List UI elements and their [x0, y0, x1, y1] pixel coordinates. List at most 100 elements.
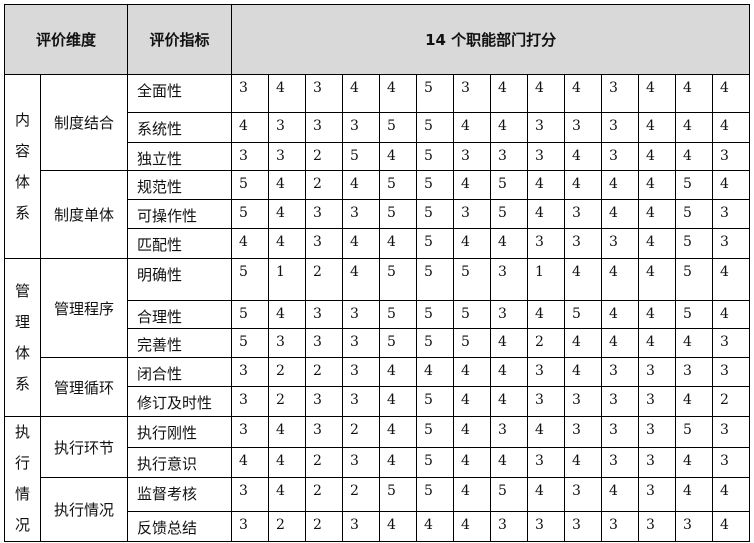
table-row: 执行情况 执行环节 执行刚性 3 4 3 2 4 5 4 3 4 3 3 3 5 3 — [4, 416, 751, 542]
score-cell: 3 — [453, 142, 492, 171]
table-row: 反馈总结 3 2 2 3 4 4 4 3 3 3 3 3 3 4 — [5, 511, 751, 542]
score-cell: 3 — [638, 477, 677, 512]
score-cell: 4 — [712, 511, 751, 542]
table-row: 合理性 5 4 3 3 5 5 5 3 4 5 4 4 5 4 — [5, 300, 751, 329]
score-cell: 4 — [527, 74, 566, 113]
score-cell: 5 — [416, 300, 455, 329]
score-cell: 3 — [342, 386, 381, 417]
indicator-cell: 反馈总结 — [127, 511, 233, 542]
score-cell: 2 — [305, 142, 344, 171]
score-cell: 4 — [675, 142, 714, 171]
score-cell: 4 — [490, 386, 529, 417]
score-cell: 4 — [638, 74, 677, 113]
score-cell: 3 — [564, 386, 603, 417]
score-cell: 4 — [453, 477, 492, 512]
score-cell: 3 — [601, 386, 640, 417]
score-cell: 4 — [379, 511, 418, 542]
score-cell: 5 — [416, 447, 455, 478]
score-cell: 5 — [231, 258, 270, 301]
score-cell: 4 — [268, 199, 307, 229]
score-cell: 5 — [675, 199, 714, 229]
score-cell: 3 — [231, 386, 270, 417]
score-cell: 3 — [638, 357, 677, 387]
score-cell: 4 — [712, 300, 751, 329]
score-cell: 5 — [379, 300, 418, 329]
score-cell: 3 — [342, 357, 381, 387]
score-cell: 3 — [712, 416, 751, 448]
score-cell: 5 — [416, 228, 455, 259]
score-cell: 5 — [416, 170, 455, 200]
score-cell: 3 — [638, 511, 677, 542]
table-row: 执行情况 监督考核 3 4 2 2 5 5 4 5 4 3 4 3 4 4 — [5, 477, 751, 542]
score-cell: 2 — [268, 357, 307, 387]
indicator-cell: 系统性 — [127, 112, 233, 143]
score-cell: 3 — [305, 228, 344, 259]
score-cell: 4 — [675, 477, 714, 512]
score-cell: 3 — [601, 511, 640, 542]
score-cell: 4 — [638, 258, 677, 301]
score-cell: 3 — [342, 112, 381, 143]
score-cell: 2 — [305, 477, 344, 512]
score-cell: 4 — [379, 228, 418, 259]
score-cell: 4 — [601, 170, 640, 200]
score-cell: 5 — [379, 199, 418, 229]
score-cell: 3 — [490, 142, 529, 171]
score-cell: 1 — [268, 258, 307, 301]
score-cell: 4 — [601, 328, 640, 358]
score-cell: 5 — [231, 199, 270, 229]
score-cell: 5 — [453, 328, 492, 358]
score-cell: 5 — [416, 416, 455, 448]
score-cell: 3 — [342, 328, 381, 358]
score-cell: 4 — [379, 357, 418, 387]
score-cell: 2 — [527, 328, 566, 358]
score-cell: 4 — [564, 170, 603, 200]
score-cell: 5 — [675, 170, 714, 200]
score-cell: 4 — [527, 477, 566, 512]
score-cell: 4 — [527, 300, 566, 329]
table-body: 内容体系 制度结合 全面性 3 4 3 4 4 5 3 4 4 4 3 4 4 4 系统性 4 3 3 3 5 5 4 4 3 3 3 4… — [4, 74, 751, 542]
indicator-cell: 监督考核 — [127, 477, 233, 512]
score-cell: 3 — [305, 74, 344, 113]
header-row: 评价维度 评价指标 14 个职能部门打分 — [3, 4, 751, 75]
score-cell: 4 — [712, 477, 751, 512]
score-cell: 4 — [490, 357, 529, 387]
score-cell: 4 — [453, 112, 492, 143]
table-row: 独立性 3 3 2 5 4 5 3 3 3 4 3 4 4 3 — [5, 142, 751, 171]
score-cell: 5 — [379, 258, 418, 301]
score-cell: 4 — [268, 228, 307, 259]
score-cell: 3 — [231, 416, 270, 448]
score-cell: 3 — [268, 142, 307, 171]
score-cell: 5 — [231, 300, 270, 329]
dimension-header: 评价维度 — [3, 4, 129, 75]
score-cell: 2 — [305, 511, 344, 542]
score-cell: 4 — [601, 199, 640, 229]
score-cell: 4 — [527, 416, 566, 448]
score-cell: 5 — [416, 199, 455, 229]
score-cell: 3 — [675, 511, 714, 542]
score-cell: 4 — [453, 357, 492, 387]
score-cell: 3 — [638, 416, 677, 448]
score-cell: 4 — [379, 74, 418, 113]
indicator-cell: 执行意识 — [127, 447, 233, 478]
score-cell: 3 — [342, 199, 381, 229]
score-cell: 3 — [712, 142, 751, 171]
score-cell: 4 — [638, 199, 677, 229]
score-cell: 5 — [416, 142, 455, 171]
subgroup-cell: 管理程序 — [39, 258, 129, 358]
score-cell: 3 — [342, 300, 381, 329]
score-cell: 4 — [490, 447, 529, 478]
score-cell: 4 — [268, 477, 307, 512]
score-cell: 3 — [564, 416, 603, 448]
dimension-cell: 内容体系 — [4, 74, 41, 259]
score-cell: 5 — [379, 112, 418, 143]
score-cell: 4 — [490, 328, 529, 358]
score-cell: 3 — [527, 511, 566, 542]
score-cell: 5 — [490, 170, 529, 200]
score-cell: 4 — [527, 199, 566, 229]
score-cell: 3 — [490, 416, 529, 448]
score-cell: 2 — [305, 357, 344, 387]
score-cell: 2 — [342, 416, 381, 448]
table-row: 制度单体 规范性 5 4 2 4 5 5 4 5 4 4 4 4 5 4 — [5, 170, 751, 259]
score-cell: 4 — [638, 112, 677, 143]
score-cell: 3 — [490, 511, 529, 542]
